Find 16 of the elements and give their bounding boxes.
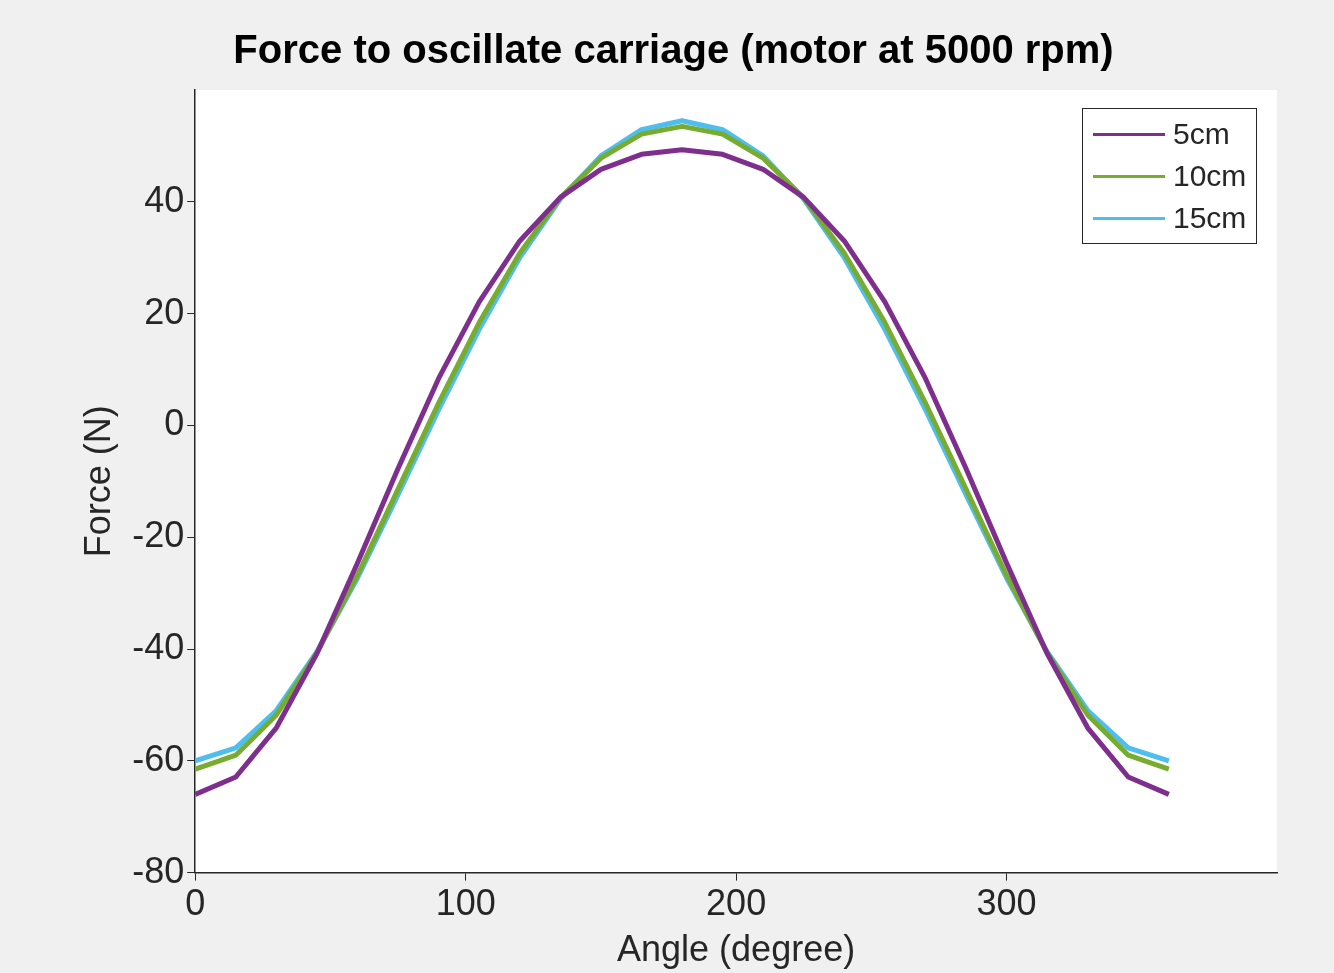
y-tick-label: 40 (144, 178, 185, 220)
x-tick-label: 200 (706, 882, 767, 924)
chart-title: Force to oscillate carriage (motor at 5000 rpm) (233, 27, 1114, 72)
y-tick-label: -80 (132, 849, 185, 891)
legend-label: 5cm (1173, 117, 1230, 151)
x-axis-title: Angle (degree) (617, 928, 856, 970)
legend-label: 15cm (1173, 201, 1247, 235)
y-axis-title: Force (N) (76, 405, 118, 558)
y-tick-label: 20 (144, 290, 185, 332)
x-tick-label: 300 (976, 882, 1037, 924)
y-tick-label: -60 (132, 737, 185, 779)
x-tick-label: 100 (435, 882, 496, 924)
y-tick-label: 0 (164, 402, 185, 444)
legend-label: 10cm (1173, 159, 1247, 193)
y-tick-label: -40 (132, 625, 185, 667)
y-tick-label: -20 (132, 514, 185, 556)
